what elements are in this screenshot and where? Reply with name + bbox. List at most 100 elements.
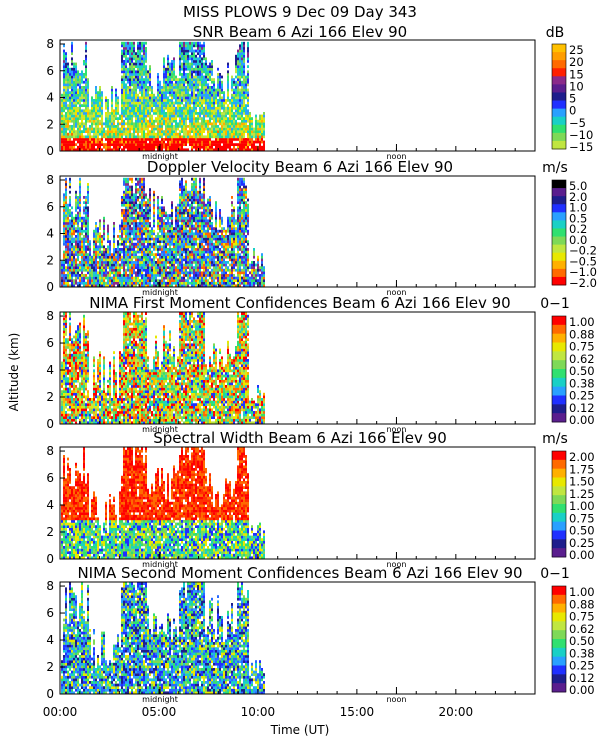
heatmap-cell [63, 99, 65, 102]
heatmap-cell [243, 119, 245, 123]
heatmap-cell [203, 65, 205, 68]
heatmap-cell [81, 117, 83, 120]
heatmap-cell [79, 177, 81, 181]
heatmap-cell [63, 253, 65, 256]
heatmap-cell [183, 266, 185, 269]
heatmap-cell [235, 112, 237, 115]
heatmap-cell [233, 101, 235, 105]
heatmap-cell [177, 268, 179, 272]
heatmap-cell [223, 127, 225, 131]
heatmap-cell [179, 284, 181, 288]
heatmap-cell [123, 132, 125, 136]
heatmap-cell [213, 114, 215, 118]
heatmap-cell [193, 240, 195, 243]
heatmap-cell [203, 88, 205, 92]
heatmap-cell [153, 135, 155, 139]
heatmap-cell [113, 245, 115, 249]
heatmap-cell [167, 266, 169, 269]
heatmap-cell [67, 203, 69, 207]
heatmap-cell [209, 101, 211, 105]
heatmap-cell [211, 78, 213, 81]
heatmap-cell [81, 112, 83, 115]
heatmap-cell [169, 70, 171, 74]
heatmap-cell [221, 99, 223, 102]
heatmap-cell [131, 88, 133, 92]
heatmap-cell [65, 201, 67, 204]
heatmap-cell [199, 49, 201, 53]
heatmap-cell [197, 44, 199, 48]
heatmap-cell [201, 117, 203, 120]
heatmap-cell [117, 143, 119, 146]
heatmap-cell [121, 229, 123, 233]
heatmap-cell [89, 135, 91, 139]
heatmap-cell [99, 227, 101, 230]
heatmap-cell [143, 106, 145, 110]
heatmap-cell [189, 88, 191, 92]
heatmap-cell [189, 70, 191, 74]
heatmap-cell [131, 216, 133, 220]
heatmap-cell [79, 274, 81, 277]
heatmap-cell [165, 248, 167, 251]
heatmap-cell [243, 125, 245, 128]
heatmap-cell [127, 214, 129, 217]
heatmap-cell [155, 117, 157, 120]
heatmap-cell [123, 284, 125, 288]
heatmap-cell [219, 112, 221, 115]
heatmap-cell [71, 258, 73, 262]
heatmap-cell [97, 122, 99, 126]
heatmap-cell [247, 130, 249, 133]
heatmap-cell [251, 138, 253, 141]
heatmap-cell [83, 255, 85, 259]
heatmap-cell [83, 196, 85, 199]
heatmap-cell [67, 140, 69, 144]
heatmap-cell [83, 122, 85, 126]
heatmap-cell [237, 60, 239, 63]
heatmap-cell [131, 250, 133, 254]
heatmap-cell [185, 263, 187, 267]
heatmap-cell [141, 255, 143, 259]
heatmap-cell [109, 250, 111, 254]
heatmap-cell [129, 138, 131, 141]
heatmap-cell [191, 206, 193, 210]
heatmap-cell [139, 101, 141, 105]
heatmap-cell [133, 206, 135, 210]
heatmap-cell [143, 78, 145, 81]
heatmap-cell [125, 62, 127, 66]
heatmap-cell [189, 104, 191, 107]
heatmap-cell [143, 268, 145, 272]
heatmap-cell [205, 140, 207, 144]
heatmap-cell [227, 91, 229, 94]
heatmap-cell [81, 271, 83, 275]
heatmap-cell [197, 127, 199, 131]
heatmap-cell [97, 132, 99, 136]
heatmap-cell [143, 232, 145, 236]
heatmap-cell [181, 258, 183, 262]
heatmap-cell [169, 67, 171, 71]
heatmap-cell [205, 96, 207, 100]
heatmap-cell [141, 183, 143, 186]
heatmap-cell [177, 91, 179, 94]
heatmap-cell [231, 125, 233, 128]
heatmap-cell [197, 125, 199, 128]
heatmap-cell [139, 117, 141, 120]
heatmap-cell [119, 145, 121, 149]
heatmap-cell [177, 253, 179, 256]
heatmap-cell [125, 86, 127, 89]
heatmap-cell [151, 145, 153, 149]
heatmap-cell [141, 75, 143, 79]
marker-label: noon [386, 152, 406, 161]
heatmap-cell [107, 227, 109, 230]
heatmap-cell [141, 281, 143, 285]
heatmap-cell [223, 122, 225, 126]
heatmap-cell [161, 258, 163, 262]
heatmap-cell [145, 224, 147, 228]
heatmap-cell [237, 127, 239, 131]
heatmap-cell [231, 99, 233, 102]
heatmap-cell [161, 122, 163, 126]
heatmap-cell [97, 138, 99, 141]
heatmap-cell [85, 138, 87, 141]
heatmap-cell [223, 101, 225, 105]
heatmap-cell [137, 80, 139, 84]
heatmap-cell [139, 91, 141, 94]
heatmap-cell [231, 130, 233, 133]
